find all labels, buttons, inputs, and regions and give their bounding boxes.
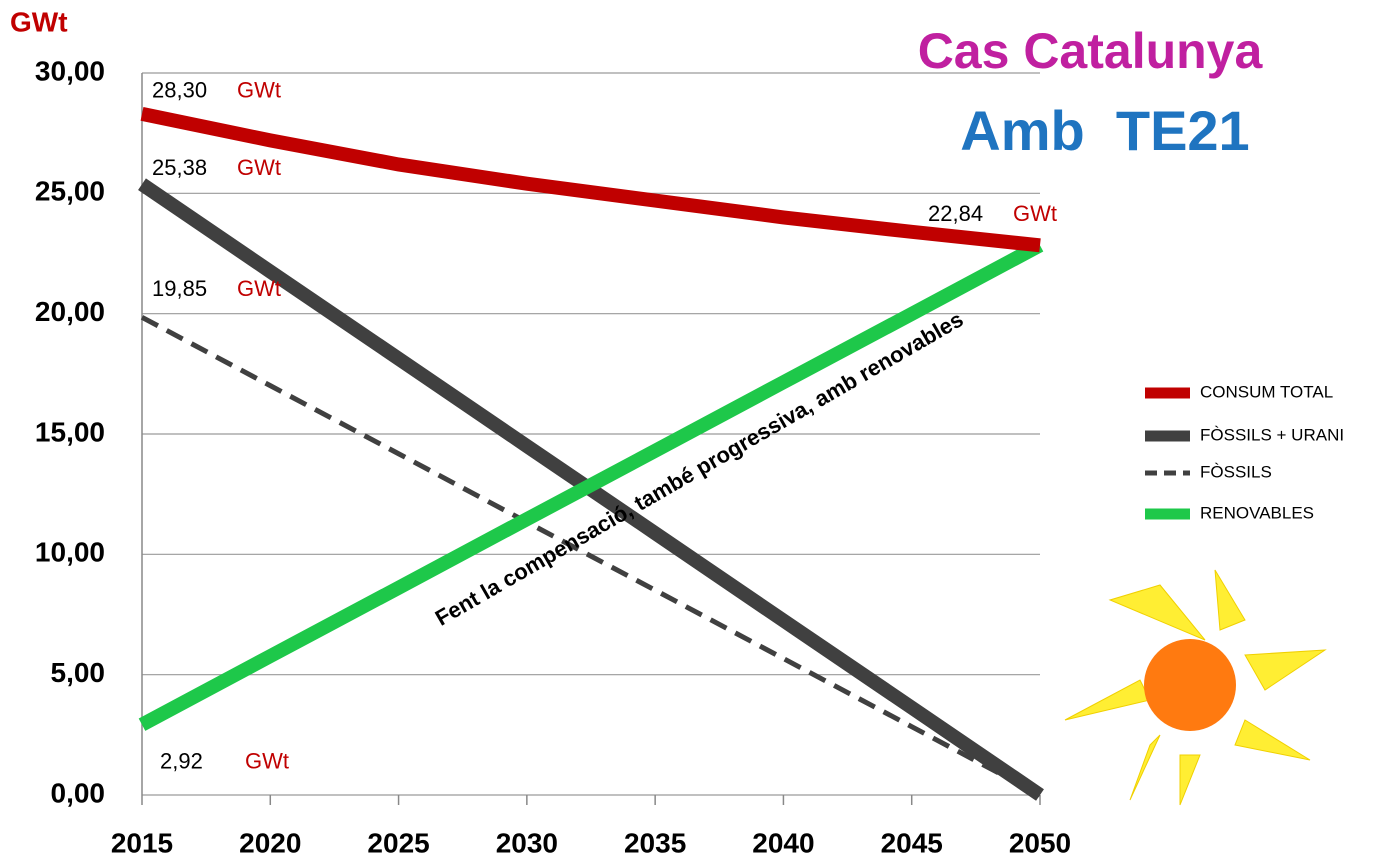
legend-label: RENOVABLES (1200, 503, 1314, 522)
x-tick-label: 2050 (1009, 827, 1071, 858)
data-label-unit: GWt (237, 155, 281, 180)
data-label-unit: GWt (237, 276, 281, 301)
data-label: 19,85 (152, 276, 207, 301)
y-tick-label: 15,00 (35, 416, 105, 447)
data-label: 28,30 (152, 78, 207, 103)
chart-title: Cas Catalunya (918, 23, 1264, 79)
y-tick-label: 10,00 (35, 537, 105, 568)
annotation: Fent la compensació, també progressiva, … (431, 306, 968, 630)
chart: GWt Cas Catalunya Amb TE21 0,00 5,00 10,00… (0, 0, 1396, 862)
legend-label: CONSUM TOTAL (1200, 382, 1333, 401)
data-label: 2,92 (160, 749, 203, 774)
y-tick-label: 5,00 (51, 657, 106, 688)
data-label: 22,84 (928, 201, 983, 226)
x-tick-label: 2015 (111, 827, 173, 858)
x-tick-label: 2025 (367, 827, 429, 858)
legend-label: FÒSSILS (1200, 462, 1272, 481)
y-tick-label: 20,00 (35, 296, 105, 327)
y-tick-label: 25,00 (35, 176, 105, 207)
x-tick-label: 2035 (624, 827, 686, 858)
x-tick-label: 2030 (496, 827, 558, 858)
x-tick-label: 2040 (752, 827, 814, 858)
x-tick-label: 2045 (881, 827, 943, 858)
sun (1065, 570, 1325, 805)
line (142, 245, 1040, 724)
line (142, 317, 1040, 795)
data-label: 25,38 (152, 155, 207, 180)
legend-label: FÒSSILS + URANI (1200, 425, 1344, 444)
y-tick-label: 30,00 (35, 55, 105, 86)
data-label-unit: GWt (237, 78, 281, 103)
data-label-unit: GWt (245, 749, 289, 774)
x-tick-label: 2020 (239, 827, 301, 858)
chart-subtitle: Amb TE21 (960, 99, 1249, 162)
data-label-unit: GWt (1013, 201, 1057, 226)
y-tick-label: 0,00 (51, 777, 106, 808)
y-axis-label: GWt (10, 6, 68, 37)
